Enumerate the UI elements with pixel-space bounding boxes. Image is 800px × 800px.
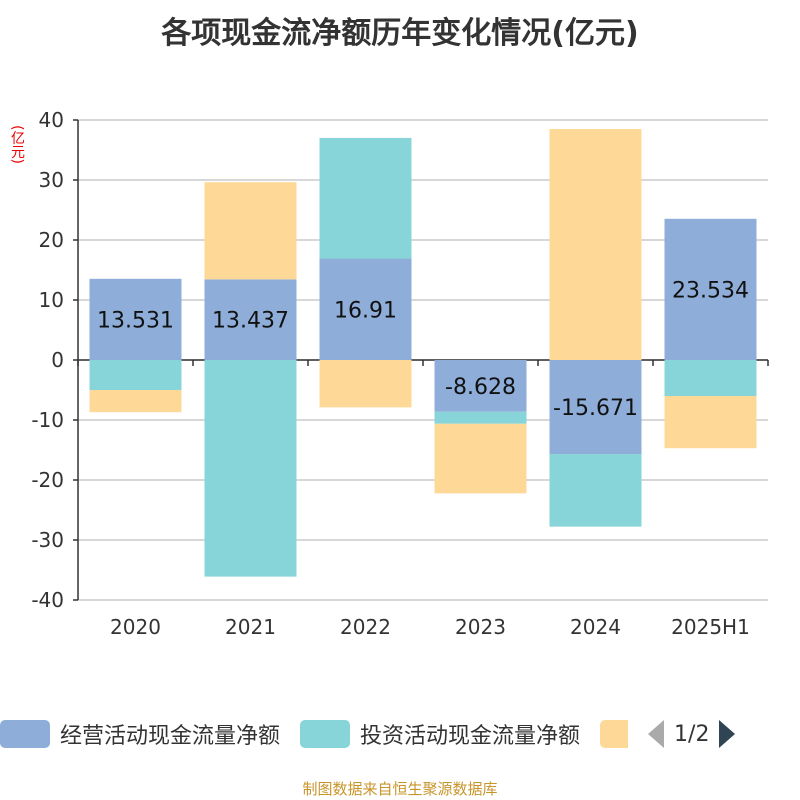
- bar-segment-2: [434, 411, 527, 424]
- data-label: 13.437: [212, 309, 289, 334]
- legend: 经营活动现金流量净额 投资活动现金流量净额 1/2: [0, 718, 736, 750]
- legend-next-page-icon[interactable]: [719, 720, 736, 748]
- data-label: -8.628: [445, 375, 516, 400]
- bar-segment-2: [549, 454, 642, 527]
- data-label: 23.534: [672, 278, 749, 303]
- legend-swatch-third-series[interactable]: [600, 720, 629, 748]
- y-tick-label: 40: [39, 108, 64, 132]
- bar-segment-2: [319, 137, 412, 259]
- data-label: 13.531: [97, 308, 174, 333]
- bar-segment-2: [89, 360, 182, 390]
- x-tick-label: 2021: [225, 615, 276, 639]
- bar-segment-3: [664, 396, 757, 449]
- legend-prev-page-icon[interactable]: [648, 720, 665, 748]
- y-axis-unit-label: (亿元): [9, 125, 25, 164]
- data-label: 16.91: [334, 298, 397, 323]
- data-source-note: 制图数据来自恒生聚源数据库: [302, 780, 498, 798]
- bar-segment-1: [204, 279, 297, 360]
- bar-segment-3: [89, 390, 182, 413]
- legend-label-investing[interactable]: 投资活动现金流量净额: [360, 724, 581, 749]
- legend-swatch-operating[interactable]: [0, 720, 50, 748]
- y-tick-label: 30: [39, 168, 64, 192]
- y-tick-label: 10: [39, 288, 64, 312]
- bar-segment-1: [664, 218, 757, 360]
- legend-swatch-investing[interactable]: [300, 720, 351, 748]
- y-tick-label: 0: [51, 348, 64, 372]
- y-tick-label: -30: [31, 528, 64, 552]
- legend-label-operating[interactable]: 经营活动现金流量净额: [60, 724, 281, 749]
- bar-segment-3: [549, 129, 642, 360]
- y-tick-label: -20: [31, 468, 64, 492]
- x-tick-label: 2024: [570, 615, 621, 639]
- x-tick-label: 2020: [110, 615, 161, 639]
- bar-segment-3: [434, 423, 527, 494]
- bar-segment-3: [204, 182, 297, 280]
- bar-segment-1: [89, 278, 182, 360]
- legend-page-indicator: 1/2: [674, 721, 710, 747]
- bar-segment-1: [434, 360, 527, 412]
- bar-segment-2: [204, 360, 297, 577]
- bar-segment-1: [319, 258, 412, 360]
- y-tick-label: -40: [31, 588, 64, 612]
- x-tick-label: 2022: [340, 615, 391, 639]
- data-label: -15.671: [553, 396, 638, 421]
- x-tick-label: 2025H1: [671, 615, 750, 639]
- chart-title: 各项现金流净额历年变化情况(亿元): [161, 16, 639, 51]
- x-tick-label: 2023: [455, 615, 506, 639]
- bar-segment-2: [664, 360, 757, 396]
- y-tick-label: -10: [31, 408, 64, 432]
- bar-segment-1: [549, 360, 642, 455]
- y-tick-label: 20: [39, 228, 64, 252]
- stacked-bar-chart: 40 30 20 10 0 -10 -20 -30 -40 13.531 2020 13.437 202…: [31, 108, 769, 639]
- bar-segment-3: [319, 360, 412, 408]
